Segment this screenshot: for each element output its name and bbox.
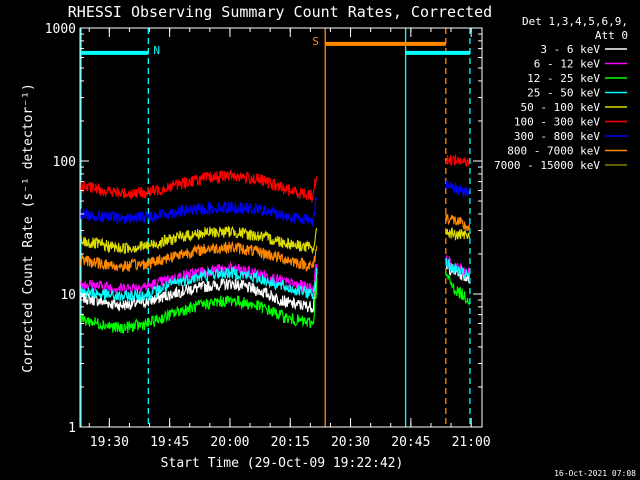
x-tick-label: 20:30	[331, 435, 370, 450]
x-tick-label: 19:30	[90, 435, 129, 450]
annotation-label: S	[312, 35, 319, 48]
legend-label: 100 - 300 keV	[514, 116, 600, 129]
series-line	[79, 240, 318, 273]
series-layer	[79, 154, 471, 334]
legend-label: 50 - 100 keV	[521, 101, 601, 114]
y-axis-label: Corrected Count Rate (s⁻¹ detector⁻¹)	[21, 83, 36, 373]
legend-label: 12 - 25 keV	[527, 72, 600, 85]
legend-header: Att 0	[595, 29, 628, 42]
series-line	[445, 226, 471, 241]
x-tick-label: 21:00	[452, 435, 491, 450]
footer-timestamp: 16-Oct-2021 07:08	[554, 469, 636, 478]
x-tick-label: 20:45	[391, 435, 430, 450]
x-tick-label: 20:00	[210, 435, 249, 450]
series-line	[445, 212, 471, 231]
chart-title: RHESSI Observing Summary Count Rates, Co…	[68, 3, 492, 21]
series-line	[79, 197, 318, 228]
legend: Det 1,3,4,5,6,9,Att 03 - 6 keV 6 - 12 keV…	[494, 15, 628, 172]
legend-label: 25 - 50 keV	[527, 87, 600, 100]
plot-frame	[79, 27, 483, 428]
y-tick-label: 100	[53, 155, 76, 170]
series-line	[79, 169, 318, 204]
x-axis-label: Start Time (29-Oct-09 19:22:42)	[161, 456, 404, 471]
legend-label: 300 - 800 keV	[514, 130, 600, 143]
y-tick-label: 1000	[45, 22, 76, 37]
x-tick-label: 20:15	[271, 435, 310, 450]
series-line	[79, 225, 318, 255]
series-line	[445, 180, 471, 198]
series-line	[79, 267, 318, 313]
y-tick-label: 10	[60, 288, 76, 303]
series-line	[445, 271, 471, 307]
legend-header: Det 1,3,4,5,6,9,	[522, 15, 628, 28]
series-line	[79, 266, 318, 303]
series-line	[445, 154, 470, 167]
annotation-label: N	[153, 44, 160, 57]
legend-label: 6 - 12 keV	[534, 58, 601, 71]
attenuator-annotations: NS	[80, 35, 470, 57]
legend-label: 3 - 6 keV	[540, 43, 600, 56]
y-axis: 1 10 100 1000	[45, 22, 482, 436]
series-line	[79, 261, 318, 296]
legend-label: 800 - 7000 keV	[507, 145, 600, 158]
legend-label: 7000 - 15000 keV	[494, 159, 600, 172]
mode-vertical-lines	[80, 28, 471, 427]
y-tick-label: 1	[68, 421, 76, 436]
series-line	[445, 257, 471, 279]
x-tick-label: 19:45	[150, 435, 189, 450]
x-axis: 19:30 19:45 20:00 20:15 20:30 20:45 21:00	[88, 28, 491, 450]
series-line	[79, 277, 318, 334]
